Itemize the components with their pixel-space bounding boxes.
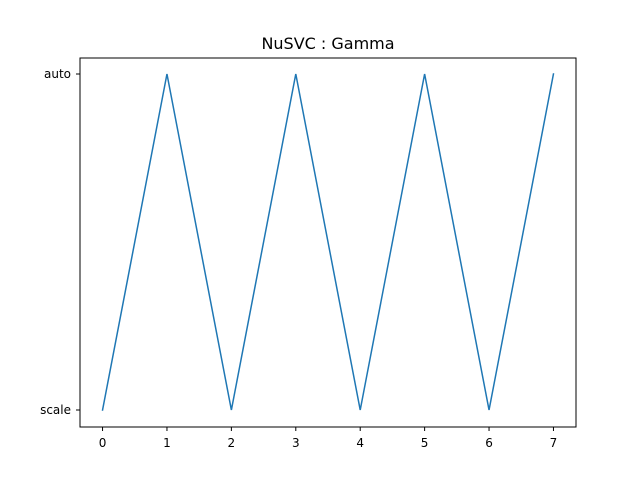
x-tick-label: 4 [356, 436, 364, 450]
chart-title: NuSVC : Gamma [261, 34, 394, 53]
x-tick-label: 2 [228, 436, 236, 450]
x-tick-label: 1 [163, 436, 171, 450]
x-tick-label: 3 [292, 436, 300, 450]
y-axis: scale auto [40, 67, 80, 417]
y-tick-label: auto [44, 67, 71, 81]
x-tick-label: 7 [550, 436, 558, 450]
series-layer [101, 73, 555, 411]
x-tick-label: 0 [99, 436, 107, 450]
x-tick-label: 5 [421, 436, 429, 450]
plot-frame [79, 57, 577, 428]
x-axis: 0 1 2 3 4 5 6 7 [99, 427, 558, 450]
x-tick-label: 6 [485, 436, 493, 450]
series-line [101, 73, 555, 411]
y-tick-label: scale [40, 403, 71, 417]
